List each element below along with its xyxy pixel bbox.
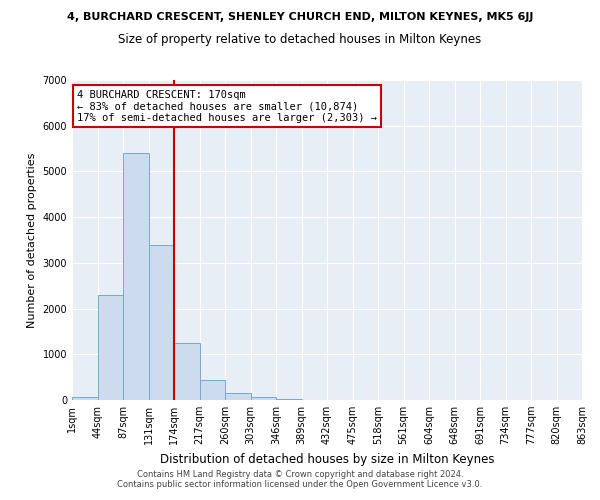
Bar [97,295,123,400]
Text: Contains HM Land Registry data © Crown copyright and database right 2024.
Contai: Contains HM Land Registry data © Crown c… [118,470,482,489]
Bar [72,396,97,400]
Text: Size of property relative to detached houses in Milton Keynes: Size of property relative to detached ho… [118,32,482,46]
Bar [251,397,276,400]
X-axis label: Distribution of detached houses by size in Milton Keynes: Distribution of detached houses by size … [160,452,494,466]
Bar [276,399,302,400]
Bar [123,153,149,400]
Bar [149,244,174,400]
Bar [174,343,199,400]
Text: 4 BURCHARD CRESCENT: 170sqm
← 83% of detached houses are smaller (10,874)
17% of: 4 BURCHARD CRESCENT: 170sqm ← 83% of det… [77,90,377,123]
Text: 4, BURCHARD CRESCENT, SHENLEY CHURCH END, MILTON KEYNES, MK5 6JJ: 4, BURCHARD CRESCENT, SHENLEY CHURCH END… [67,12,533,22]
Bar [225,392,251,400]
Bar [199,380,225,400]
Y-axis label: Number of detached properties: Number of detached properties [27,152,37,328]
